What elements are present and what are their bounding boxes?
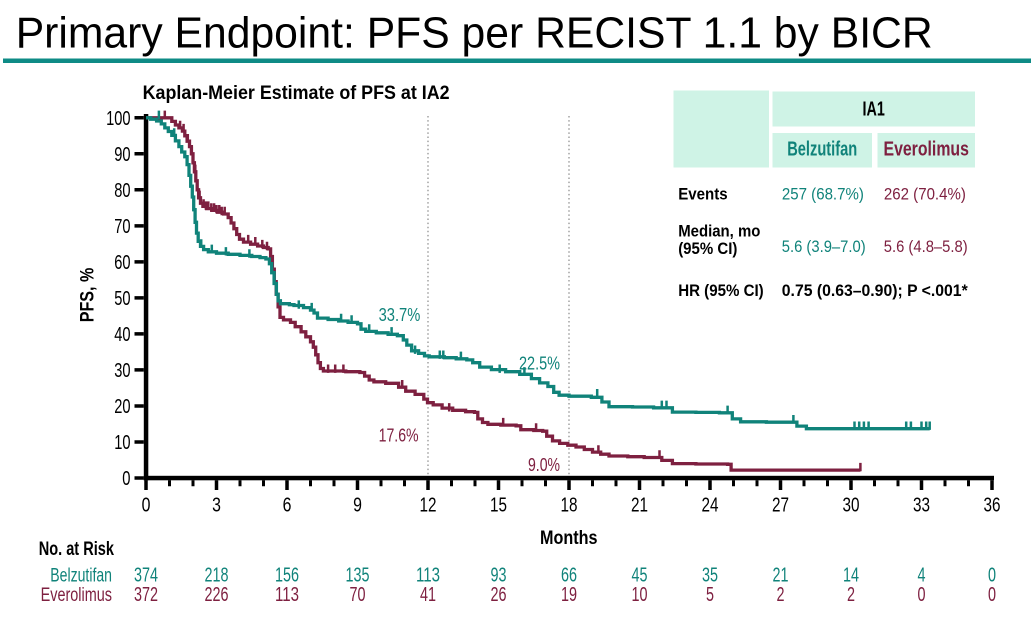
svg-text:14: 14 bbox=[843, 565, 859, 587]
svg-text:No. at Risk: No. at Risk bbox=[39, 539, 115, 560]
svg-text:50: 50 bbox=[114, 288, 130, 310]
svg-text:Median, mo: Median, mo bbox=[678, 222, 760, 241]
svg-text:0: 0 bbox=[142, 495, 151, 517]
svg-text:18: 18 bbox=[561, 495, 578, 517]
svg-text:36: 36 bbox=[984, 495, 1001, 517]
svg-text:35: 35 bbox=[702, 565, 718, 587]
svg-text:IA1: IA1 bbox=[863, 99, 885, 121]
svg-text:Primary Endpoint: PFS per RECI: Primary Endpoint: PFS per RECIST 1.1 by … bbox=[16, 9, 933, 58]
svg-text:Kaplan-Meier Estimate of PFS a: Kaplan-Meier Estimate of PFS at IA2 bbox=[143, 83, 450, 104]
svg-text:5.6 (3.9–7.0): 5.6 (3.9–7.0) bbox=[782, 237, 866, 256]
svg-text:3: 3 bbox=[212, 495, 221, 517]
svg-text:100: 100 bbox=[106, 108, 130, 130]
svg-text:Events: Events bbox=[678, 185, 727, 204]
svg-text:Belzutifan: Belzutifan bbox=[787, 139, 857, 161]
svg-text:374: 374 bbox=[134, 565, 158, 587]
svg-text:90: 90 bbox=[114, 144, 130, 166]
svg-text:15: 15 bbox=[490, 495, 507, 517]
svg-text:12: 12 bbox=[420, 495, 437, 517]
svg-text:22.5%: 22.5% bbox=[519, 354, 560, 374]
svg-text:226: 226 bbox=[205, 584, 229, 606]
svg-text:257 (68.7%): 257 (68.7%) bbox=[782, 185, 864, 204]
svg-text:(95% CI): (95% CI) bbox=[678, 239, 737, 258]
svg-text:10: 10 bbox=[114, 432, 130, 454]
svg-text:45: 45 bbox=[632, 565, 648, 587]
svg-text:0: 0 bbox=[988, 584, 996, 606]
svg-text:2: 2 bbox=[777, 584, 785, 606]
svg-text:HR (95% CI): HR (95% CI) bbox=[678, 281, 764, 300]
svg-text:33: 33 bbox=[913, 495, 930, 517]
svg-text:26: 26 bbox=[491, 584, 507, 606]
svg-text:2: 2 bbox=[847, 584, 855, 606]
svg-text:30: 30 bbox=[843, 495, 860, 517]
svg-text:93: 93 bbox=[491, 565, 507, 587]
svg-text:5: 5 bbox=[706, 584, 714, 606]
svg-text:0.75 (0.63–0.90); P <.001*: 0.75 (0.63–0.90); P <.001* bbox=[782, 281, 968, 300]
svg-text:40: 40 bbox=[114, 324, 130, 346]
svg-text:17.6%: 17.6% bbox=[379, 425, 419, 445]
svg-text:6: 6 bbox=[283, 495, 292, 517]
svg-text:4: 4 bbox=[918, 565, 926, 587]
svg-text:70: 70 bbox=[114, 216, 130, 238]
svg-text:113: 113 bbox=[416, 565, 440, 587]
svg-text:10: 10 bbox=[632, 584, 648, 606]
svg-text:Everolimus: Everolimus bbox=[884, 139, 969, 161]
svg-text:Months: Months bbox=[540, 527, 598, 549]
svg-text:PFS, %: PFS, % bbox=[78, 268, 99, 323]
svg-text:21: 21 bbox=[773, 565, 789, 587]
svg-text:5.6 (4.8–5.8): 5.6 (4.8–5.8) bbox=[884, 237, 968, 256]
svg-text:218: 218 bbox=[205, 565, 229, 587]
svg-text:70: 70 bbox=[350, 584, 366, 606]
svg-text:9.0%: 9.0% bbox=[528, 455, 560, 475]
svg-text:20: 20 bbox=[114, 396, 130, 418]
svg-text:21: 21 bbox=[631, 495, 648, 517]
svg-text:30: 30 bbox=[114, 360, 130, 382]
svg-text:60: 60 bbox=[114, 252, 130, 274]
svg-text:19: 19 bbox=[561, 584, 577, 606]
svg-text:0: 0 bbox=[988, 565, 996, 587]
svg-text:156: 156 bbox=[275, 565, 299, 587]
svg-text:41: 41 bbox=[420, 584, 436, 606]
svg-text:0: 0 bbox=[122, 468, 130, 490]
svg-text:135: 135 bbox=[346, 565, 370, 587]
svg-text:113: 113 bbox=[275, 584, 299, 606]
svg-text:Belzutifan: Belzutifan bbox=[50, 566, 112, 587]
svg-text:372: 372 bbox=[134, 584, 158, 606]
svg-text:33.7%: 33.7% bbox=[379, 305, 421, 325]
svg-text:66: 66 bbox=[561, 565, 577, 587]
svg-text:Everolimus: Everolimus bbox=[41, 585, 112, 606]
svg-text:80: 80 bbox=[114, 180, 130, 202]
svg-text:262 (70.4%): 262 (70.4%) bbox=[884, 185, 966, 204]
svg-text:0: 0 bbox=[918, 584, 926, 606]
svg-text:9: 9 bbox=[353, 495, 362, 517]
svg-text:27: 27 bbox=[772, 495, 789, 517]
svg-text:24: 24 bbox=[702, 495, 719, 517]
